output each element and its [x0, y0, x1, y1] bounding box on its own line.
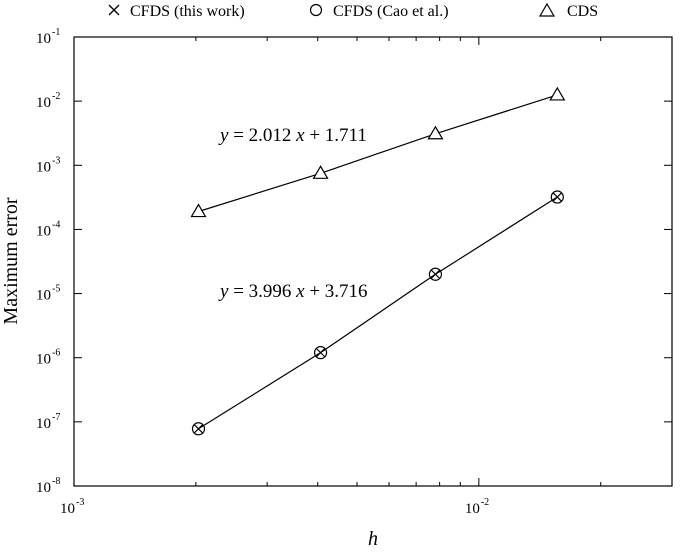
y-tick-label-exponent: -7: [52, 412, 60, 423]
legend-label-cfds-this-work: CFDS (this work): [130, 3, 245, 20]
y-tick-label: 10: [36, 31, 51, 47]
marker-x: [193, 423, 204, 434]
x-tick-label-exponent: -2: [481, 497, 489, 508]
marker-circle: [191, 422, 206, 436]
marker-x-stroke: [552, 192, 563, 202]
y-tick-label-exponent: -1: [52, 27, 60, 38]
fit-lines: [198, 94, 558, 430]
legend-marker-circle: [309, 3, 323, 17]
y-tick-label: 10: [36, 95, 51, 111]
legend-label-cds: CDS: [567, 3, 598, 20]
marker-triangle: [427, 125, 444, 140]
y-axis-label: Maximum error: [0, 197, 22, 325]
axis-ticks: [73, 36, 673, 487]
marker-circle: [428, 267, 443, 281]
y-tick-label-exponent: -8: [52, 476, 60, 487]
y-tick-label: 10: [36, 480, 51, 496]
x-tick-label: 10: [60, 501, 75, 517]
x-tick-label-exponent: -3: [76, 497, 84, 508]
legend-marker-triangle: [538, 2, 556, 17]
marker-x-stroke: [193, 423, 204, 434]
y-tick-label: 10: [36, 416, 51, 432]
y-tick-label: 10: [36, 223, 51, 239]
series-line-x: [198, 196, 558, 430]
marker-x-stroke: [315, 347, 326, 358]
y-tick-label-exponent: -6: [52, 348, 60, 359]
legend-label-cfds-cao: CFDS (Cao et al.): [333, 3, 449, 20]
marker-circle: [313, 346, 328, 360]
marker-triangle: [312, 165, 329, 179]
marker-x: [430, 269, 441, 280]
legend-marker-x: [108, 4, 120, 16]
y-tick-labels: 10-810-710-610-510-410-310-210-1: [36, 27, 60, 496]
data-markers: [190, 86, 566, 436]
marker-triangle: [190, 203, 207, 218]
marker-circle: [550, 190, 564, 204]
marker-x: [552, 192, 563, 202]
y-tick-label: 10: [36, 352, 51, 368]
y-tick-label: 10: [36, 288, 51, 304]
fit-equation-cds: y = 2.012 x + 1.711: [218, 125, 367, 146]
marker-x-stroke: [430, 269, 441, 280]
x-tick-label: 10: [465, 501, 480, 517]
y-tick-label: 10: [36, 159, 51, 175]
y-tick-label-exponent: -5: [52, 284, 60, 295]
x-axis-label: h: [368, 528, 378, 550]
series-line-triangle: [198, 94, 558, 213]
y-tick-label-exponent: -4: [52, 219, 60, 230]
marker-x: [315, 347, 326, 358]
marker-triangle: [549, 86, 566, 101]
x-tick-labels: 10 -3 10 -2: [60, 497, 489, 517]
fit-equation-cfds: y = 3.996 x + 3.716: [218, 281, 368, 302]
y-tick-label-exponent: -2: [52, 91, 60, 102]
legend: CFDS (this work) CFDS (Cao et al.) CDS: [108, 2, 598, 20]
plot-area-frame: [73, 36, 673, 487]
y-tick-label-exponent: -3: [52, 155, 60, 166]
